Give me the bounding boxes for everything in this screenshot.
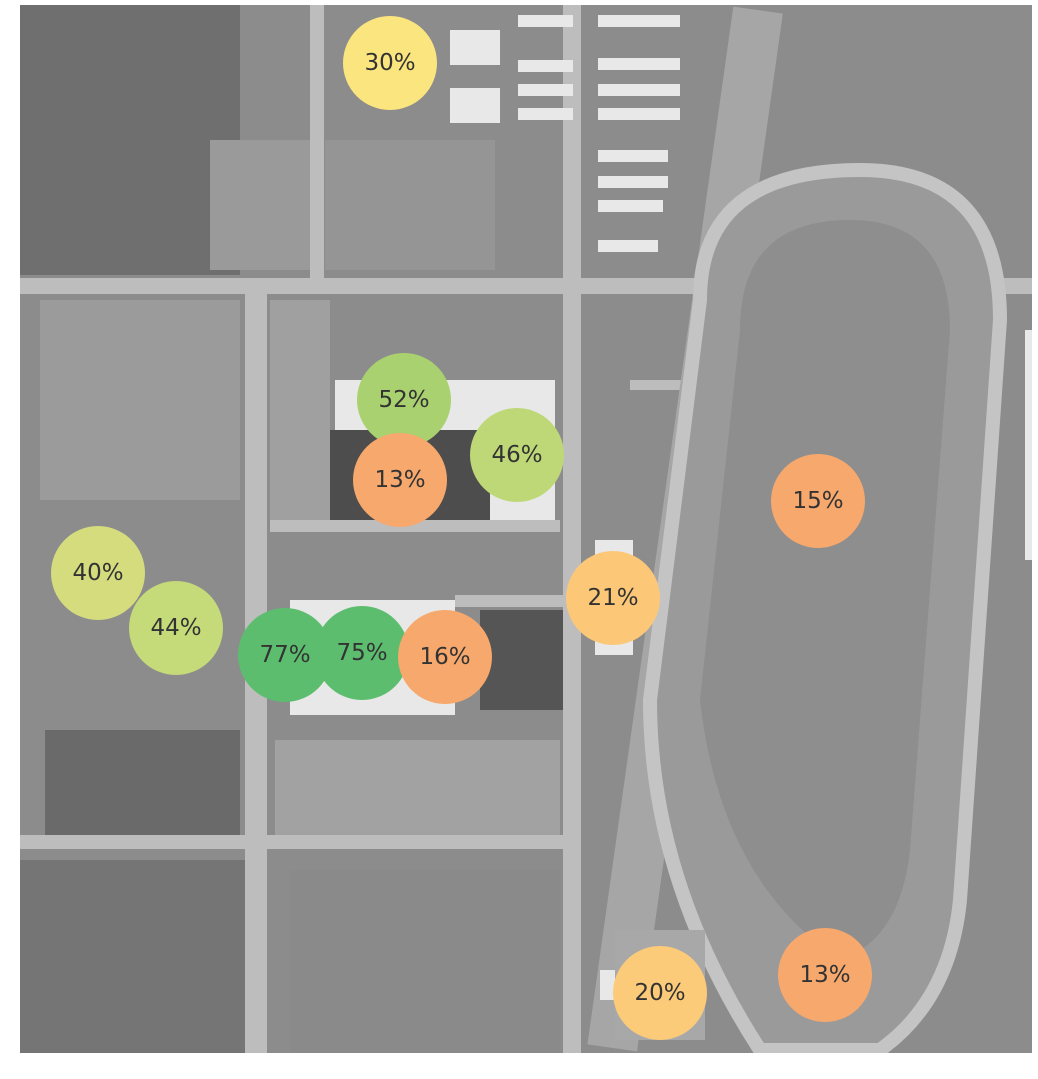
marker-label: 46%	[491, 442, 542, 468]
map-marker[interactable]: 44%	[129, 581, 223, 675]
marker-label: 21%	[587, 585, 638, 611]
map-marker[interactable]: 15%	[771, 454, 865, 548]
marker-label: 77%	[259, 642, 310, 668]
marker-label: 20%	[634, 980, 685, 1006]
page: 30%52%13%46%15%40%44%77%75%16%21%20%13% …	[0, 0, 1038, 1079]
map-marker[interactable]: 13%	[778, 928, 872, 1022]
marker-label: 16%	[419, 644, 470, 670]
marker-label: 15%	[792, 488, 843, 514]
map-marker[interactable]: 13%	[353, 433, 447, 527]
marker-label: 52%	[378, 387, 429, 413]
map-marker[interactable]: 40%	[51, 526, 145, 620]
marker-label: 30%	[364, 50, 415, 76]
map-marker[interactable]: 52%	[357, 353, 451, 447]
map-marker[interactable]: 16%	[398, 610, 492, 704]
map-marker[interactable]: 46%	[470, 408, 564, 502]
marker-label: 13%	[374, 467, 425, 493]
marker-label: 75%	[336, 640, 387, 666]
map-marker[interactable]: 20%	[613, 946, 707, 1040]
marker-label: 44%	[150, 615, 201, 641]
aerial-image	[20, 5, 1035, 1053]
map-marker[interactable]: 30%	[343, 16, 437, 110]
map-marker[interactable]: 21%	[566, 551, 660, 645]
map-marker[interactable]: 75%	[315, 606, 409, 700]
marker-label: 13%	[799, 962, 850, 988]
marker-label: 40%	[72, 560, 123, 586]
map: 30% 52% 13% 46% 15% 40% 44% 77% 75% 16% 21% 20% 13%	[0, 0, 1038, 1079]
